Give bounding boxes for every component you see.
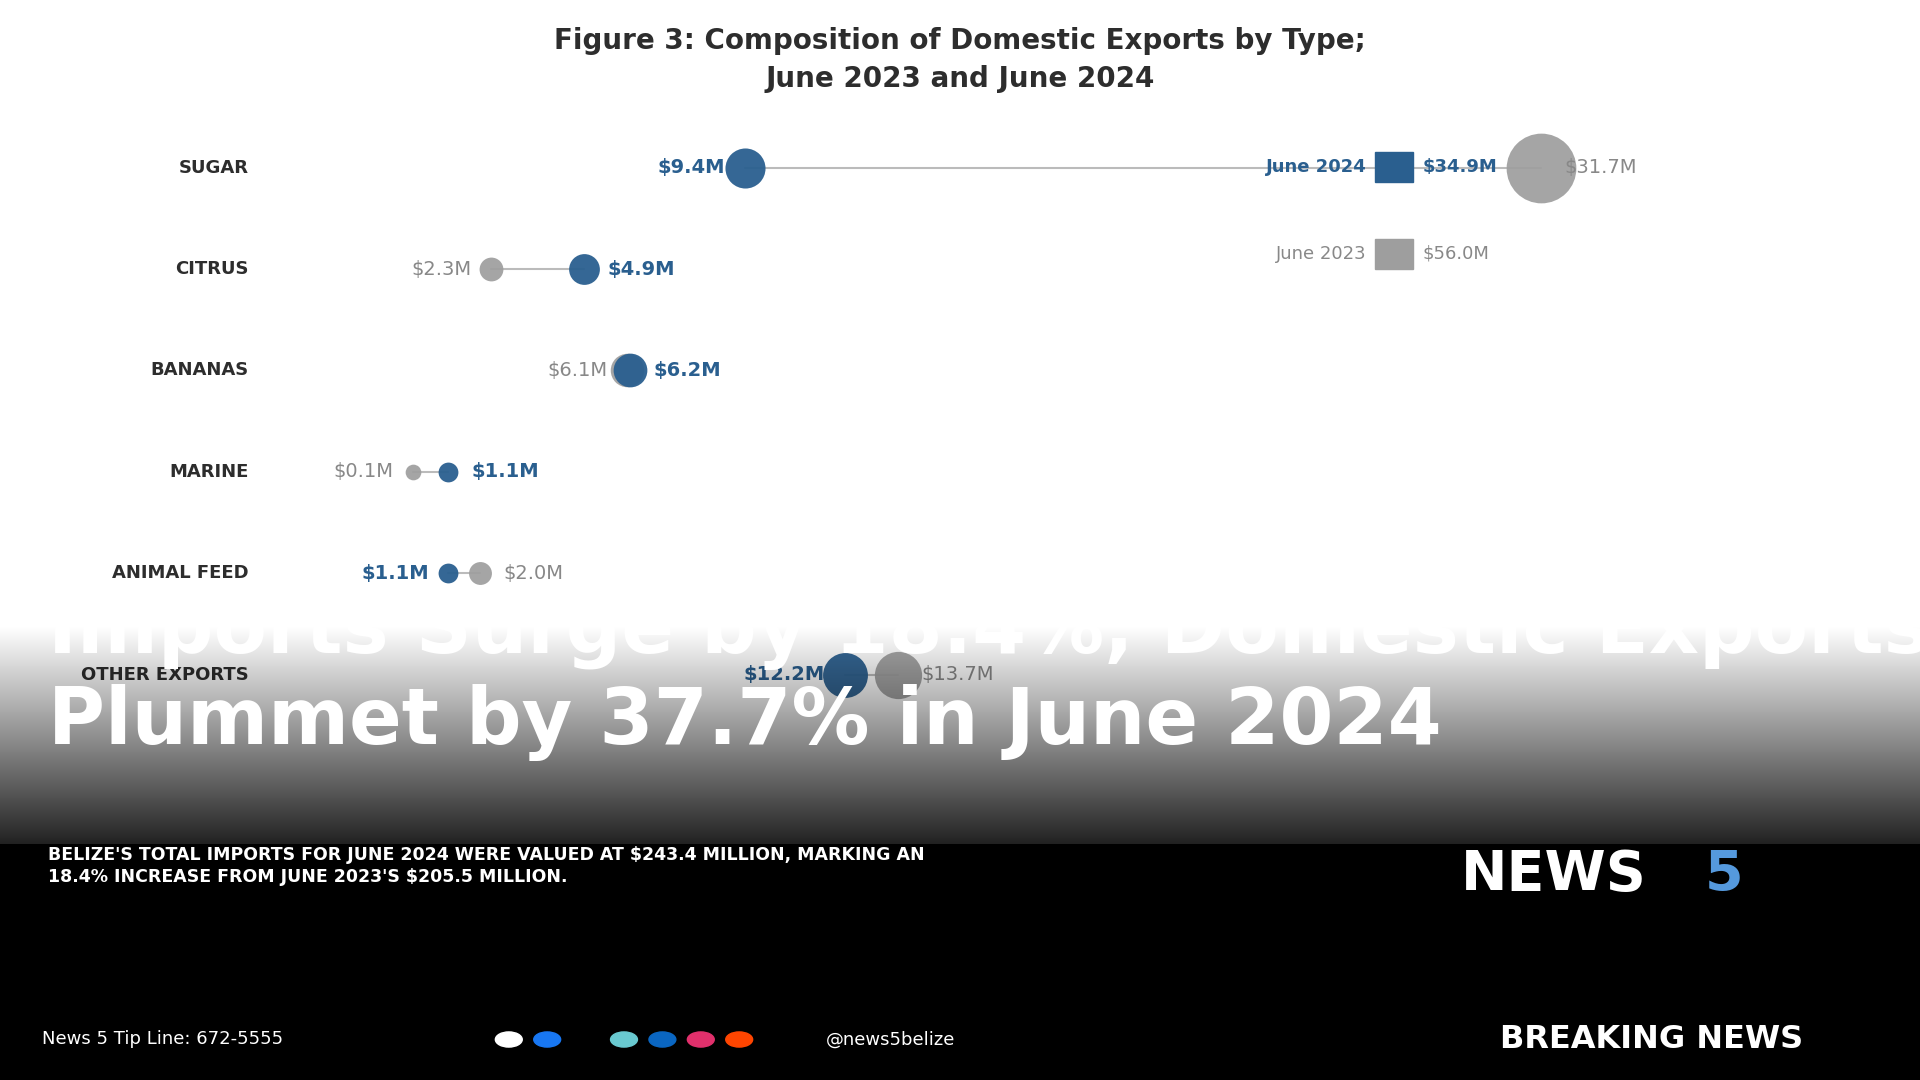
Text: June 2024: June 2024: [1267, 158, 1367, 176]
Text: @news5belize: @news5belize: [826, 1030, 954, 1049]
Text: $9.4M: $9.4M: [659, 158, 726, 177]
Point: [432, 565, 463, 582]
Point: [432, 463, 463, 481]
Text: $2.3M: $2.3M: [411, 259, 472, 279]
Text: CITRUS: CITRUS: [175, 260, 248, 278]
Text: $6.1M: $6.1M: [547, 361, 607, 380]
Text: SUGAR: SUGAR: [179, 159, 248, 176]
Text: Figure 3: Composition of Domestic Exports by Type;: Figure 3: Composition of Domestic Export…: [555, 27, 1365, 55]
Text: $1.1M: $1.1M: [472, 462, 540, 482]
Text: $12.2M: $12.2M: [743, 665, 826, 685]
Text: $13.7M: $13.7M: [922, 665, 995, 685]
Point: [465, 565, 495, 582]
Bar: [1375, 239, 1413, 269]
Point: [730, 159, 760, 176]
Bar: [0, 845, 1920, 1080]
Text: $31.7M: $31.7M: [1565, 158, 1638, 177]
Text: Plummet by 37.7% in June 2024: Plummet by 37.7% in June 2024: [48, 685, 1442, 761]
Text: $4.9M: $4.9M: [607, 259, 674, 279]
Point: [829, 666, 860, 684]
Point: [568, 260, 599, 278]
Text: June 2023: June 2023: [1277, 245, 1367, 262]
Point: [397, 463, 428, 481]
Text: ANIMAL FEED: ANIMAL FEED: [111, 565, 248, 582]
Point: [614, 362, 645, 379]
Text: 18.4% INCREASE FROM JUNE 2023'S $205.5 MILLION.: 18.4% INCREASE FROM JUNE 2023'S $205.5 M…: [48, 867, 568, 886]
Point: [1526, 159, 1557, 176]
Text: NEWS: NEWS: [1461, 848, 1645, 902]
Text: June 2023 and June 2024: June 2023 and June 2024: [766, 65, 1154, 93]
Text: $0.1M: $0.1M: [332, 462, 394, 482]
Text: $34.9M: $34.9M: [1423, 158, 1498, 176]
Text: BELIZE'S TOTAL IMPORTS FOR JUNE 2024 WERE VALUED AT $243.4 MILLION, MARKING AN: BELIZE'S TOTAL IMPORTS FOR JUNE 2024 WER…: [48, 846, 925, 864]
Text: News 5 Tip Line: 672-5555: News 5 Tip Line: 672-5555: [42, 1030, 284, 1049]
Text: $56.0M: $56.0M: [1423, 245, 1490, 262]
Text: Imports Surge by 18.4%, Domestic Exports: Imports Surge by 18.4%, Domestic Exports: [48, 593, 1920, 670]
Point: [883, 666, 914, 684]
Text: OTHER EXPORTS: OTHER EXPORTS: [81, 666, 248, 684]
Text: BANANAS: BANANAS: [150, 362, 248, 379]
Text: 5: 5: [1705, 848, 1743, 902]
Text: $2.0M: $2.0M: [503, 564, 564, 583]
Text: $1.1M: $1.1M: [361, 564, 428, 583]
Text: MARINE: MARINE: [169, 463, 248, 481]
Text: $6.2M: $6.2M: [653, 361, 722, 380]
Text: BREAKING NEWS: BREAKING NEWS: [1500, 1024, 1803, 1055]
Point: [476, 260, 507, 278]
Bar: [1375, 151, 1413, 181]
Point: [612, 362, 643, 379]
